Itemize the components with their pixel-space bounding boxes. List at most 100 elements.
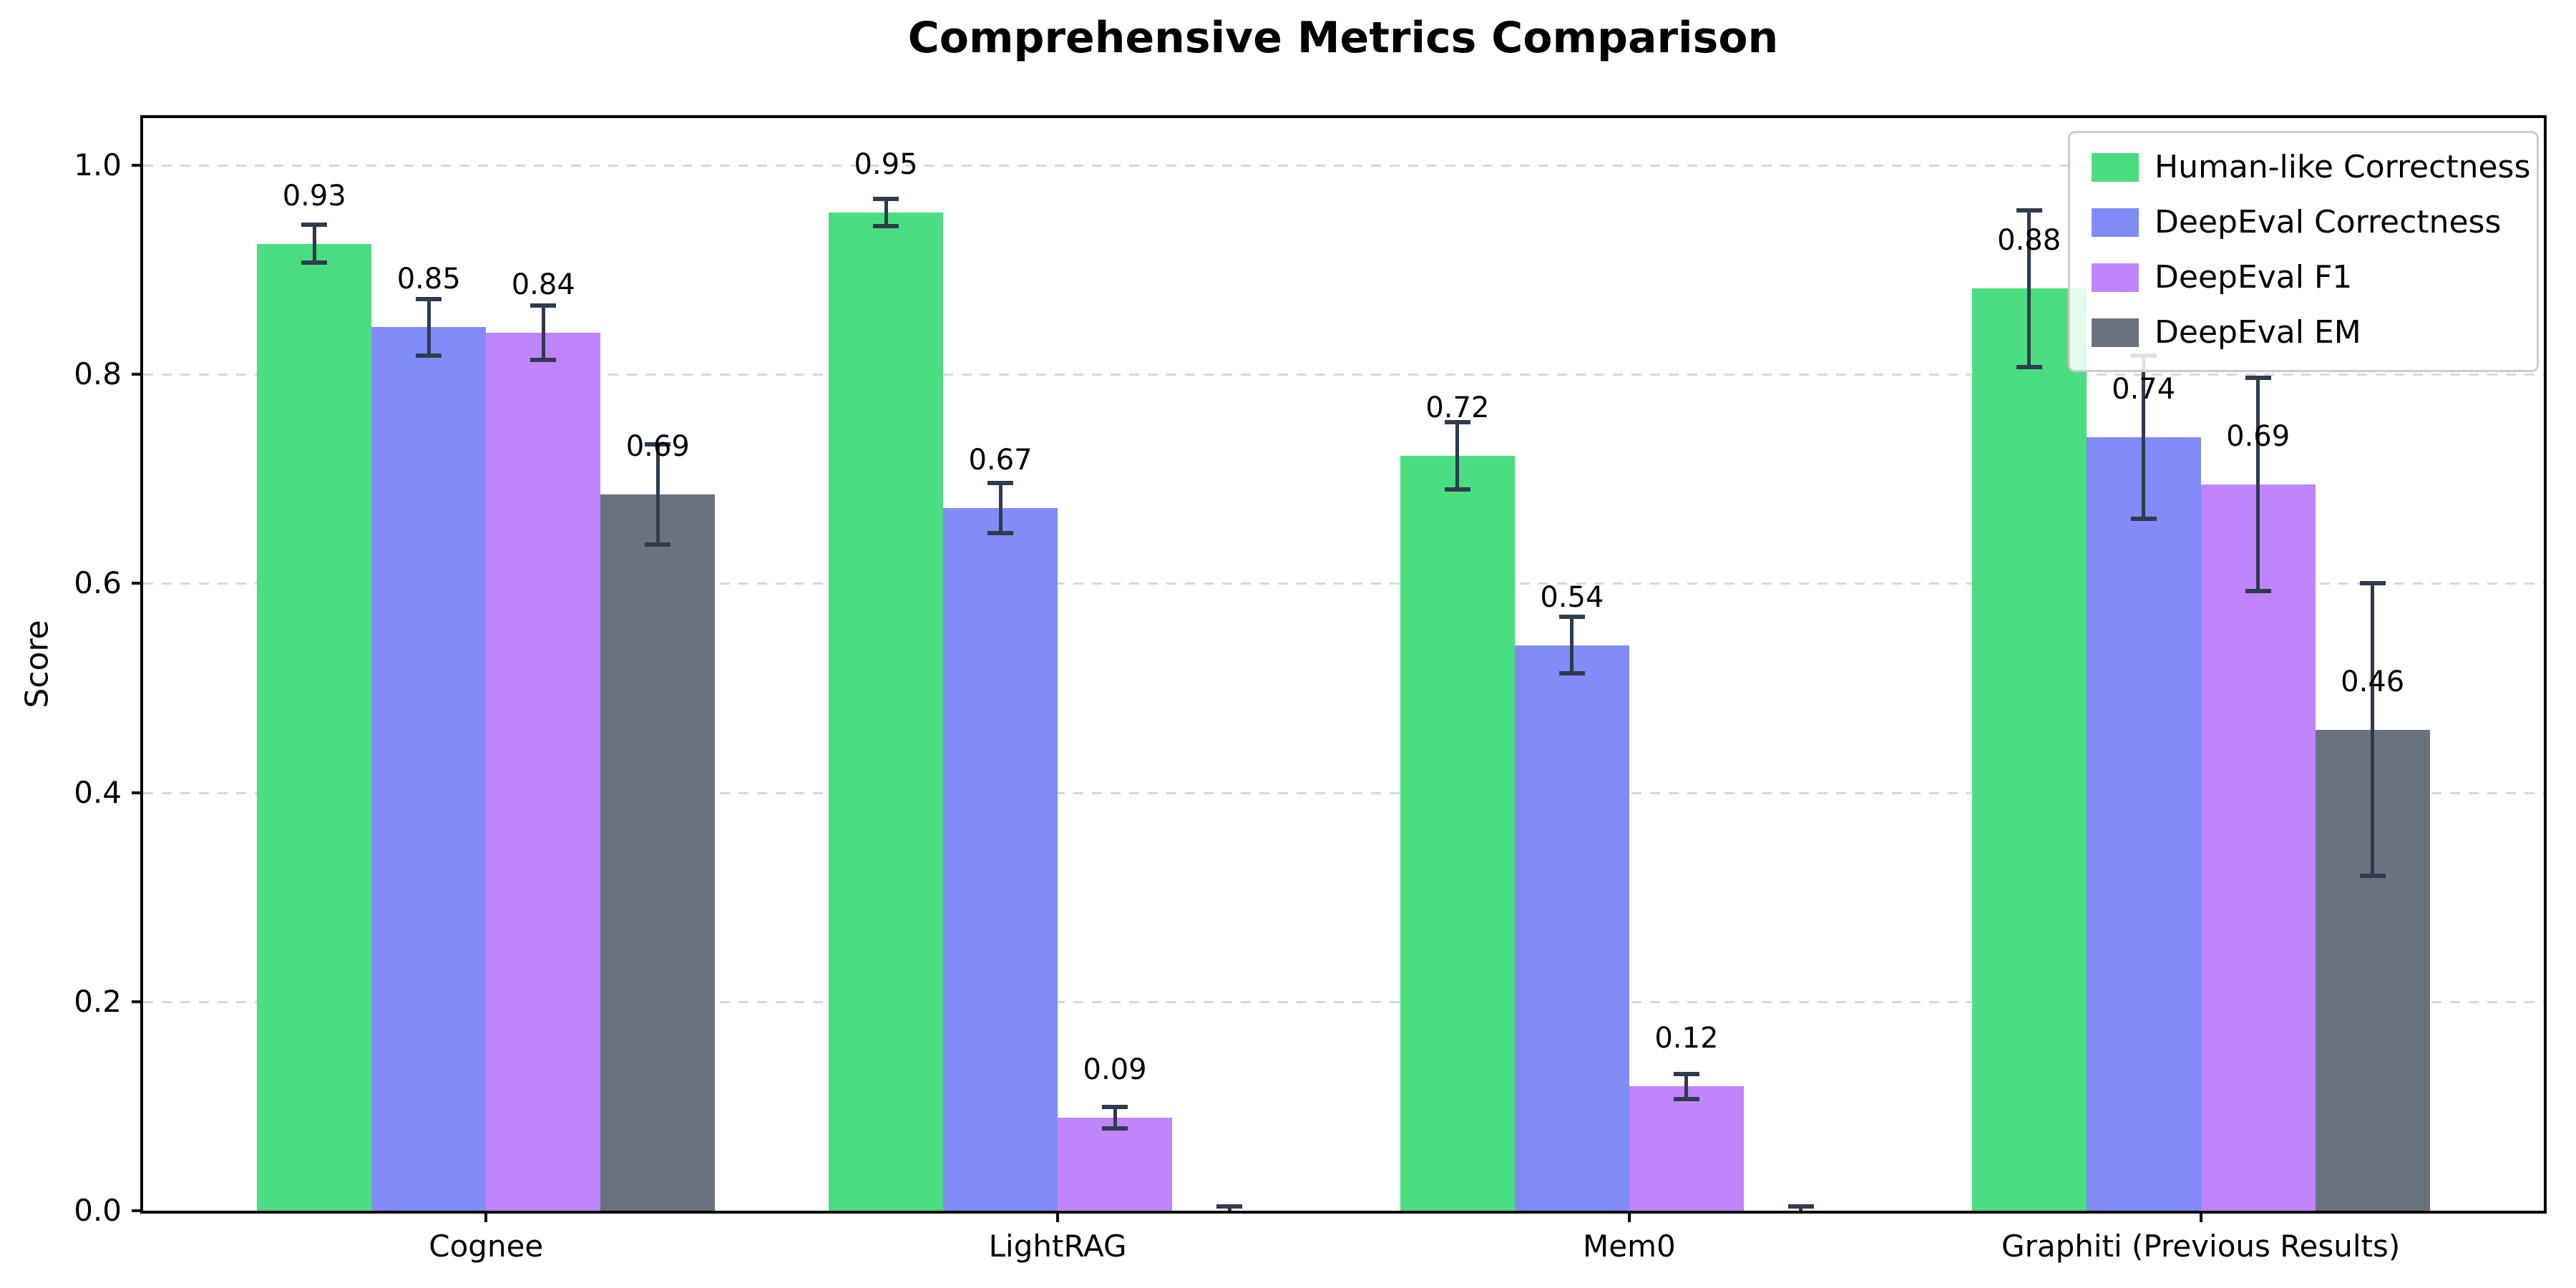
bar-deepeval-correctness: [1514, 645, 1629, 1211]
bar-value-label: 0.72: [1425, 391, 1490, 425]
legend-item: DeepEval EM: [2070, 311, 2537, 354]
error-bar-cap-bottom: [2359, 874, 2386, 879]
bar-human-like-correctness: [257, 243, 372, 1211]
legend-swatch-icon: [2092, 263, 2139, 292]
error-bar-cap-bottom: [873, 223, 899, 228]
error-bar-cap-top: [987, 481, 1014, 486]
bar-value-label: 0.85: [396, 263, 461, 296]
bar-value-label: 0.46: [2341, 665, 2405, 698]
gridline: [143, 1000, 2544, 1003]
x-tick-mark: [1056, 1211, 1060, 1222]
error-bar: [998, 483, 1002, 534]
error-bar: [312, 225, 316, 263]
error-bar: [1455, 422, 1460, 489]
bar-deepeval-f1: [486, 332, 601, 1211]
legend: Human-like Correctness DeepEval Correctne…: [2068, 131, 2539, 372]
error-bar-cap-bottom: [1558, 671, 1585, 676]
error-bar-cap-top: [2016, 208, 2042, 213]
bar-deepeval-correctness: [2086, 436, 2201, 1211]
error-bar-cap-bottom: [416, 353, 442, 358]
bar-value-label: 0.09: [1083, 1053, 1147, 1086]
x-tick-mark: [1627, 1211, 1631, 1222]
bar-deepeval-f1: [2200, 484, 2316, 1211]
legend-swatch-icon: [2092, 318, 2139, 347]
y-tick-mark: [132, 1209, 143, 1212]
legend-label: Human-like Correctness: [2155, 149, 2531, 185]
y-tick-mark: [132, 791, 143, 794]
x-tick-label: Cognee: [429, 1229, 544, 1264]
x-tick-label: Mem0: [1583, 1229, 1676, 1264]
error-bar-cap-bottom: [1444, 487, 1470, 492]
y-tick-label: 0.2: [74, 983, 122, 1019]
bar-value-label: 0.93: [282, 179, 346, 213]
bar-value-label: 0.69: [625, 430, 690, 464]
error-bar-cap-top: [1444, 420, 1470, 425]
legend-label: DeepEval EM: [2155, 314, 2361, 351]
error-bar: [2371, 583, 2375, 877]
error-bar-cap-top: [1673, 1071, 1699, 1076]
y-tick-label: 0.0: [74, 1193, 122, 1228]
x-tick-mark: [484, 1211, 488, 1222]
bar-value-label: 0.69: [2226, 419, 2290, 453]
bar-value-label: 0.12: [1654, 1022, 1719, 1055]
error-bar-cap-top: [1558, 615, 1585, 620]
y-tick-mark: [132, 164, 143, 167]
bar-human-like-correctness: [829, 212, 944, 1211]
bar-deepeval-correctness: [943, 508, 1058, 1211]
bar-value-label: 0.67: [968, 444, 1033, 477]
error-bar: [426, 299, 431, 356]
error-bar-cap-top: [873, 196, 899, 201]
error-bar-cap-bottom: [301, 260, 328, 265]
bar-human-like-correctness: [1971, 288, 2087, 1211]
y-tick-label: 0.6: [74, 565, 122, 601]
gridline: [143, 791, 2544, 794]
error-bar-cap-top: [1102, 1105, 1128, 1110]
bar-value-label: 0.95: [854, 147, 918, 181]
error-bar-cap-top: [2359, 581, 2386, 586]
bar-deepeval-correctness: [371, 327, 487, 1211]
error-bar-cap-top: [2245, 375, 2271, 380]
y-tick-label: 0.4: [74, 774, 122, 810]
bar-value-label: 0.74: [2112, 372, 2176, 406]
y-tick-mark: [132, 1000, 143, 1003]
bar-value-label: 0.54: [1540, 580, 1604, 614]
error-bar-cap-bottom: [987, 531, 1014, 536]
y-axis-label: Score: [19, 620, 56, 708]
error-bar-cap-top: [301, 223, 328, 228]
error-bar: [541, 305, 545, 360]
y-tick-label: 1.0: [74, 147, 122, 182]
error-bar-cap-top: [530, 303, 557, 308]
gridline: [143, 582, 2544, 585]
error-bar-cap-bottom: [530, 357, 557, 362]
chart-title: Comprehensive Metrics Comparison: [907, 13, 1779, 63]
error-bar-cap-bottom: [2245, 588, 2271, 593]
error-bar-cap-bottom: [1102, 1126, 1128, 1131]
error-bar-cap-top: [1216, 1204, 1243, 1209]
error-bar-cap-bottom: [2016, 364, 2042, 369]
legend-label: DeepEval Correctness: [2155, 204, 2502, 240]
bar-value-label: 0.84: [511, 268, 575, 301]
bar-deepeval-f1: [1629, 1086, 1744, 1211]
error-bar: [2142, 355, 2146, 519]
x-tick-label: Graphiti (Previous Results): [2001, 1229, 2401, 1264]
gridline: [143, 165, 2544, 167]
error-bar-cap-top: [1787, 1204, 1814, 1209]
legend-swatch-icon: [2092, 153, 2139, 182]
bar-deepeval-f1: [1058, 1117, 1173, 1211]
y-tick-mark: [132, 582, 143, 585]
error-bar: [2256, 377, 2260, 591]
legend-swatch-icon: [2092, 208, 2139, 237]
bar-human-like-correctness: [1400, 456, 1515, 1211]
x-tick-mark: [2199, 1211, 2202, 1222]
error-bar: [884, 198, 888, 226]
bar-value-label: 0.88: [1997, 224, 2062, 258]
error-bar-cap-top: [416, 297, 442, 301]
error-bar-cap-bottom: [1673, 1096, 1699, 1101]
error-bar: [1684, 1073, 1689, 1099]
legend-item: DeepEval F1: [2070, 256, 2537, 299]
error-bar: [655, 444, 660, 545]
error-bar-cap-top: [645, 442, 671, 447]
x-tick-label: LightRAG: [988, 1229, 1127, 1264]
error-bar: [1113, 1107, 1117, 1128]
